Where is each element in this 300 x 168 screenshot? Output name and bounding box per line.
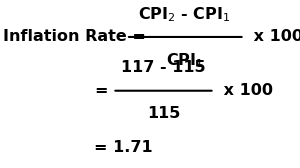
Text: =: = xyxy=(94,83,108,98)
Text: 117 - 115: 117 - 115 xyxy=(121,60,206,75)
Text: 115: 115 xyxy=(147,106,180,121)
Text: x 100: x 100 xyxy=(248,29,300,45)
Text: = 1.71: = 1.71 xyxy=(94,140,153,155)
Text: Inflation Rate =: Inflation Rate = xyxy=(3,29,152,45)
Text: CPI$_2$ - CPI$_1$: CPI$_2$ - CPI$_1$ xyxy=(138,6,231,25)
Text: x 100: x 100 xyxy=(218,83,272,98)
Text: CPI$_1$: CPI$_1$ xyxy=(166,51,203,70)
